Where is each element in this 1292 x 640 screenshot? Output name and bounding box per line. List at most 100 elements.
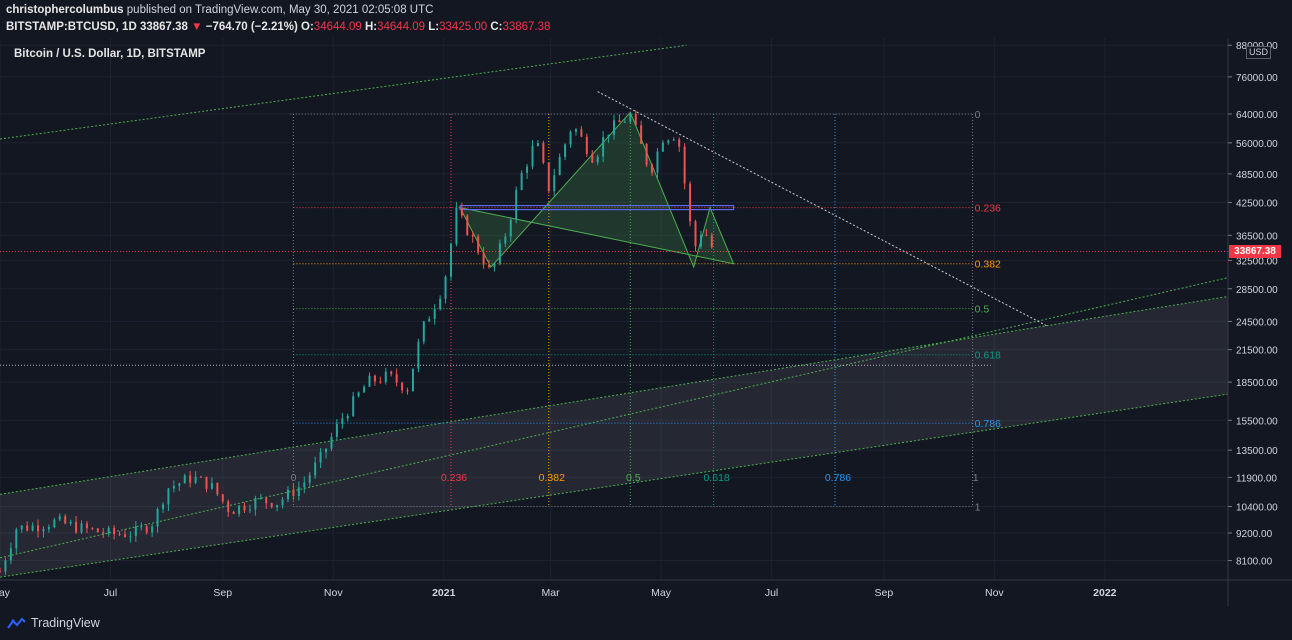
down-arrow-icon: ▼ <box>191 21 203 33</box>
candle-body <box>477 236 480 253</box>
candle-body <box>200 476 203 478</box>
candle-body <box>232 511 235 515</box>
price-tick-label: 28500.00 <box>1236 285 1278 296</box>
candle-body <box>482 252 485 265</box>
candle-body <box>705 234 708 236</box>
candle-body <box>433 308 436 319</box>
price-tick-label: 32500.00 <box>1236 256 1278 267</box>
candle-body <box>558 157 561 176</box>
candle-body <box>64 516 67 524</box>
price-tick-label: 21500.00 <box>1236 346 1278 357</box>
price-tick-label: 36500.00 <box>1236 231 1278 242</box>
candle-body <box>645 143 648 165</box>
candle-body <box>547 162 550 192</box>
price-tick-label: 13500.00 <box>1236 446 1278 457</box>
footer: TradingView <box>0 606 1292 640</box>
candle-body <box>156 509 159 527</box>
price-tick-label: 18500.00 <box>1236 378 1278 389</box>
author-name[interactable]: christophercolumbus <box>6 4 124 16</box>
candle-body <box>531 146 534 167</box>
high-value: 34644.09 <box>377 21 426 33</box>
low-label: L: <box>428 21 440 33</box>
candle-body <box>710 235 713 248</box>
fib-level-label: 0.382 <box>975 259 1001 271</box>
fib-level-label: 0 <box>975 109 981 121</box>
time-tick-label: Mar <box>542 587 561 599</box>
time-tick-label: Nov <box>324 587 343 599</box>
candle-body <box>455 207 458 244</box>
price-tick-label: 15500.00 <box>1236 416 1278 427</box>
candle-body <box>129 536 132 538</box>
candle-body <box>183 475 186 484</box>
candle-body <box>172 485 175 489</box>
price-tick-label: 42500.00 <box>1236 198 1278 209</box>
candle-body <box>80 523 83 533</box>
candle-body <box>42 529 45 532</box>
candle-body <box>401 382 404 391</box>
candle-body <box>47 527 50 530</box>
tradingview-logo[interactable]: TradingView <box>6 616 100 630</box>
neckline-box <box>459 204 735 211</box>
candle-body <box>26 525 29 531</box>
close-label: C: <box>490 21 503 33</box>
candle-body <box>607 134 610 138</box>
fib-time-label: 0.5 <box>626 472 641 484</box>
channel-line-outer <box>0 44 687 140</box>
last-price: 33867.38 <box>139 21 188 33</box>
candle-body <box>509 219 512 237</box>
candle-body <box>107 527 110 534</box>
fib-level-label: 0.5 <box>975 304 990 316</box>
candle-body <box>564 144 567 158</box>
candle-body <box>363 386 366 393</box>
candle-body <box>118 534 121 536</box>
channel-line-lower <box>0 393 1229 578</box>
brand-name: TradingView <box>31 616 100 630</box>
price-tick-label: 56000.00 <box>1236 139 1278 150</box>
candle-body <box>629 114 632 122</box>
candle-body <box>276 504 279 508</box>
price-chart[interactable]: 0 0.236 0.382 0.5 0.618 0.786 1 0 0.236 0.382 0.5 0… <box>0 38 1292 606</box>
candle-body <box>536 142 539 147</box>
candle-body <box>417 341 420 369</box>
price-tick-label: 48500.00 <box>1236 170 1278 181</box>
time-tick-label: 2022 <box>1093 587 1117 599</box>
candle-body <box>20 525 23 530</box>
price-change: −764.70 (−2.21%) <box>205 21 298 33</box>
symbol-label[interactable]: BITSTAMP:BTCUSD, 1D <box>6 21 137 33</box>
time-tick-label: Sep <box>875 587 894 599</box>
candle-body <box>515 189 518 220</box>
channel-line-mid <box>0 277 1229 559</box>
candle-body <box>259 497 262 499</box>
candle-body <box>330 436 333 449</box>
time-tick-label: Jul <box>104 587 117 599</box>
channel-drawing <box>0 44 1229 578</box>
current-price-tag: 33867.38 <box>1229 245 1281 259</box>
candle-body <box>585 136 588 154</box>
published-text: published on TradingView.com, May 30, 20… <box>126 4 434 16</box>
candle-body <box>303 482 306 488</box>
time-tick-label: May <box>0 587 11 599</box>
candle-body <box>145 526 148 533</box>
candle-body <box>553 175 556 192</box>
candle-body <box>69 521 72 524</box>
candles <box>0 110 713 575</box>
candle-body <box>96 528 99 533</box>
candle-body <box>449 243 452 277</box>
time-tick-label: Jul <box>765 587 778 599</box>
candle-body <box>248 509 251 511</box>
grid-lines <box>0 38 1228 580</box>
candle-body <box>602 137 605 157</box>
trendline <box>597 91 1048 327</box>
candle-body <box>123 534 126 537</box>
candle-body <box>498 243 501 264</box>
candle-body <box>238 505 241 515</box>
price-tick-label: 24500.00 <box>1236 317 1278 328</box>
axes: 88000.0076000.0064000.0056000.0048500.00… <box>0 38 1292 606</box>
low-value: 33425.00 <box>439 21 488 33</box>
candle-body <box>189 475 192 483</box>
trend-lines <box>0 91 1228 366</box>
candle-body <box>352 396 355 417</box>
candle-body <box>384 371 387 382</box>
candle-body <box>292 489 295 497</box>
currency-unit[interactable]: USD <box>1246 46 1272 59</box>
